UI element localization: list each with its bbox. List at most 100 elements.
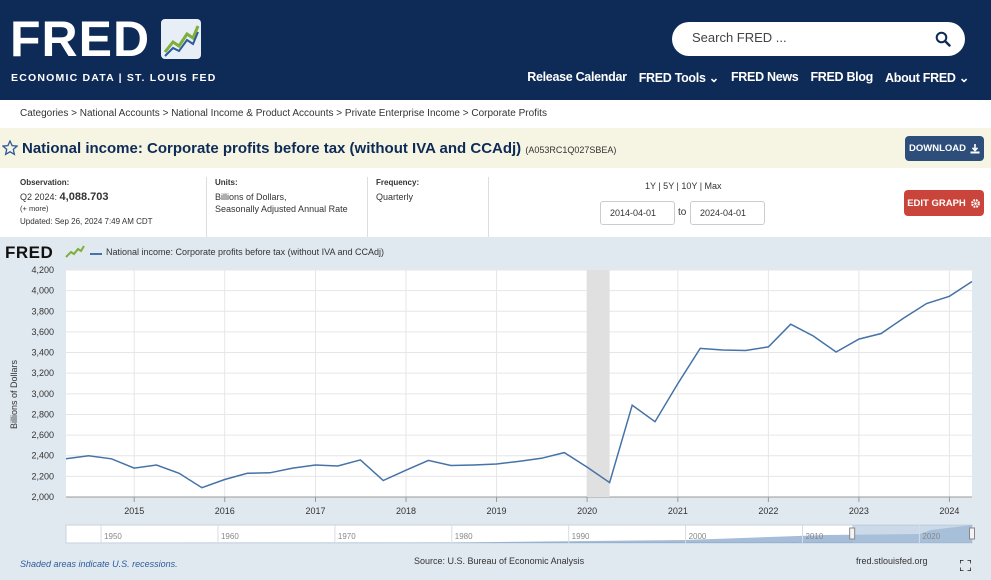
meta-divider [488, 177, 489, 237]
y-tick-label: 2,200 [31, 471, 54, 481]
nav-fred-news[interactable]: FRED News [730, 70, 799, 84]
star-icon[interactable] [2, 140, 18, 156]
fred-logo[interactable]: FRED [10, 11, 151, 67]
x-tick-label: 2021 [668, 506, 688, 516]
end-date-input[interactable] [690, 201, 765, 225]
updated-date: Updated: Sep 26, 2024 7:49 AM CDT [20, 217, 153, 226]
y-tick-label: 3,200 [31, 368, 54, 378]
x-tick-label: 2017 [305, 506, 325, 516]
nav-about-fred-label: About FRED [885, 71, 956, 85]
fred-url[interactable]: fred.stlouisfed.org [856, 556, 928, 566]
navigator-tick-label: 2000 [689, 532, 707, 541]
start-date-input[interactable] [600, 201, 675, 225]
y-tick-label: 2,000 [31, 492, 54, 502]
recession-band [587, 270, 610, 497]
gear-icon [970, 198, 980, 208]
fred-logo-icon[interactable] [160, 18, 202, 60]
navigator-tick-label: 1960 [221, 532, 239, 541]
main-nav: Release Calendar FRED Tools ⌄ FRED News … [527, 70, 969, 85]
range-links[interactable]: 1Y | 5Y | 10Y | Max [645, 181, 722, 191]
frequency-info: Frequency: Quarterly [376, 177, 419, 203]
legend-label: National income: Corporate profits befor… [106, 247, 384, 257]
fullscreen-icon[interactable] [960, 560, 971, 571]
x-tick-label: 2015 [124, 506, 144, 516]
frequency-label: Frequency: [376, 178, 420, 187]
edit-graph-button[interactable]: EDIT GRAPH [904, 190, 984, 216]
observation-info: Observation: Q2 2024: 4,088.703 (+ more)… [20, 177, 153, 228]
navigator-series-area [66, 525, 972, 543]
y-tick-label: 3,000 [31, 389, 54, 399]
x-tick-label: 2016 [215, 506, 235, 516]
navigator-tick-label: 1950 [104, 532, 122, 541]
legend-swatch [90, 253, 102, 255]
series-line [65, 280, 973, 489]
chevron-down-icon: ⌄ [958, 71, 969, 85]
nav-release-calendar[interactable]: Release Calendar [527, 70, 627, 84]
logo-subtitle: ECONOMIC DATA | ST. LOUIS FED [11, 72, 217, 84]
observation-period: Q2 2024: [20, 192, 58, 202]
y-tick-label: 3,400 [31, 348, 54, 358]
observation-label: Observation: [20, 178, 70, 187]
y-tick-label: 4,200 [31, 265, 54, 275]
x-tick-label: 2023 [849, 506, 869, 516]
units-info: Units: Billions of Dollars, Seasonally A… [215, 177, 348, 215]
y-tick-labels: 2,000 2,200 2,400 2,600 2,800 3,000 3,200 3,400… [31, 265, 54, 502]
units-line-1: Billions of Dollars, [215, 192, 287, 202]
navigator-tick-label: 1990 [572, 532, 590, 541]
series-id: (A053RC1Q027SBEA) [525, 145, 617, 155]
observation-value-row: Q2 2024: 4,088.703 [20, 191, 153, 203]
y-tick-label: 2,600 [31, 430, 54, 440]
y-tick-label: 4,000 [31, 286, 54, 296]
edit-graph-label: EDIT GRAPH [907, 197, 966, 209]
nav-fred-blog[interactable]: FRED Blog [810, 70, 874, 84]
plot-background [66, 270, 972, 497]
navigator-handle-right [969, 527, 975, 540]
frequency-value: Quarterly [376, 192, 414, 202]
grid-lines [66, 269, 972, 502]
navigator-tick-label: 1980 [455, 532, 473, 541]
breadcrumb[interactable]: Categories > National Accounts > Nationa… [20, 108, 547, 119]
nav-fred-tools[interactable]: FRED Tools ⌄ [638, 70, 720, 85]
x-tick-label: 2020 [577, 506, 597, 516]
source-label[interactable]: Source: U.S. Bureau of Economic Analysis [414, 556, 585, 566]
y-tick-label: 3,800 [31, 306, 54, 316]
recession-shading [587, 270, 610, 497]
x-tick-label: 2018 [396, 506, 416, 516]
navigator-tick-label: 2020 [922, 532, 940, 541]
x-tick-label: 2022 [758, 506, 778, 516]
download-label: DOWNLOAD [909, 143, 966, 154]
navigator-tick-label: 1970 [338, 532, 356, 541]
y-tick-label: 2,400 [31, 451, 54, 461]
meta-divider [367, 177, 368, 237]
page-title: National income: Corporate profits befor… [22, 140, 616, 157]
navigator-handle-left [849, 527, 856, 540]
series-title-bar: National income: Corporate profits befor… [0, 128, 991, 168]
y-tick-label: 2,800 [31, 409, 54, 419]
nav-fred-tools-label: FRED Tools [638, 71, 706, 85]
navigator-tick-label: 2010 [805, 532, 823, 541]
meta-divider [206, 177, 207, 237]
search-input[interactable] [692, 30, 922, 45]
range-navigator: 1950 1960 1970 1980 1990 2000 2010 2020 [65, 524, 975, 544]
search-icon[interactable] [935, 31, 951, 47]
recession-note: Shaded areas indicate U.S. recessions. [20, 559, 178, 569]
chart-fred-logo: FRED [5, 243, 54, 262]
series-title: National income: Corporate profits befor… [22, 140, 522, 157]
download-icon [970, 143, 980, 153]
to-label: to [678, 207, 687, 218]
nav-about-fred[interactable]: About FRED ⌄ [885, 70, 969, 85]
units-line-2: Seasonally Adjusted Annual Rate [215, 204, 348, 214]
search-box[interactable] [672, 22, 965, 56]
y-tick-label: 3,600 [31, 327, 54, 337]
x-tick-label: 2019 [487, 506, 507, 516]
observation-value: 4,088.703 [59, 191, 109, 203]
units-label: Units: [215, 178, 238, 187]
navigator-selection [852, 525, 972, 543]
x-tick-label: 2024 [939, 506, 959, 516]
chevron-down-icon: ⌄ [708, 71, 719, 85]
observation-more-link[interactable]: (+ more) [20, 204, 49, 213]
download-button[interactable]: DOWNLOAD [905, 136, 984, 161]
x-tick-labels: 2015 2016 2017 2018 2019 2020 2021 2022 2023 2024 [124, 506, 959, 516]
site-header: FRED ECONOMIC DATA | ST. LOUIS FED Relea… [0, 0, 991, 100]
